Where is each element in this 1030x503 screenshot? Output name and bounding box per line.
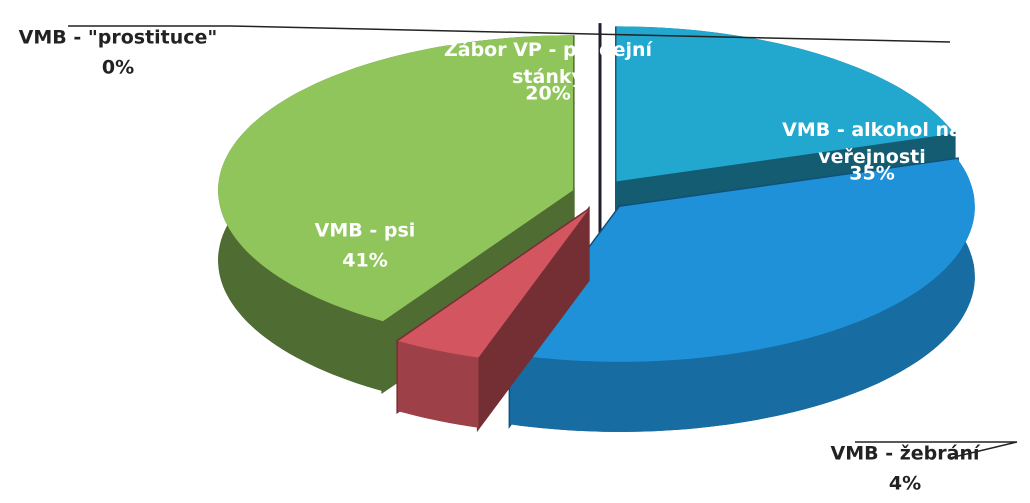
slice-label: VMB - psi <box>314 219 416 242</box>
slice-top <box>510 159 975 362</box>
slice-value-label: 4% <box>888 472 922 495</box>
slice <box>508 157 975 432</box>
slice-value-label: 41% <box>342 249 388 272</box>
slice-value-label: 20% <box>525 82 571 105</box>
slice-value-label: 0% <box>101 56 135 79</box>
slice-label: Zábor VP - prodejní stánky <box>443 39 653 88</box>
leader-line <box>855 441 1018 459</box>
slice-top <box>397 210 589 358</box>
slice-top <box>218 35 574 322</box>
slice-label: VMB - "prostituce" <box>18 26 218 49</box>
slice-top <box>616 26 955 182</box>
slice-outer-wall <box>397 341 479 428</box>
slice-value-label: 35% <box>849 162 895 185</box>
slice-label: VMB - žebrání <box>830 442 980 465</box>
slice <box>396 205 590 433</box>
slice-outer-wall <box>510 159 975 432</box>
leader-line <box>68 25 951 43</box>
slice-label: VMB - alkohol na veřejnosti <box>782 119 962 168</box>
